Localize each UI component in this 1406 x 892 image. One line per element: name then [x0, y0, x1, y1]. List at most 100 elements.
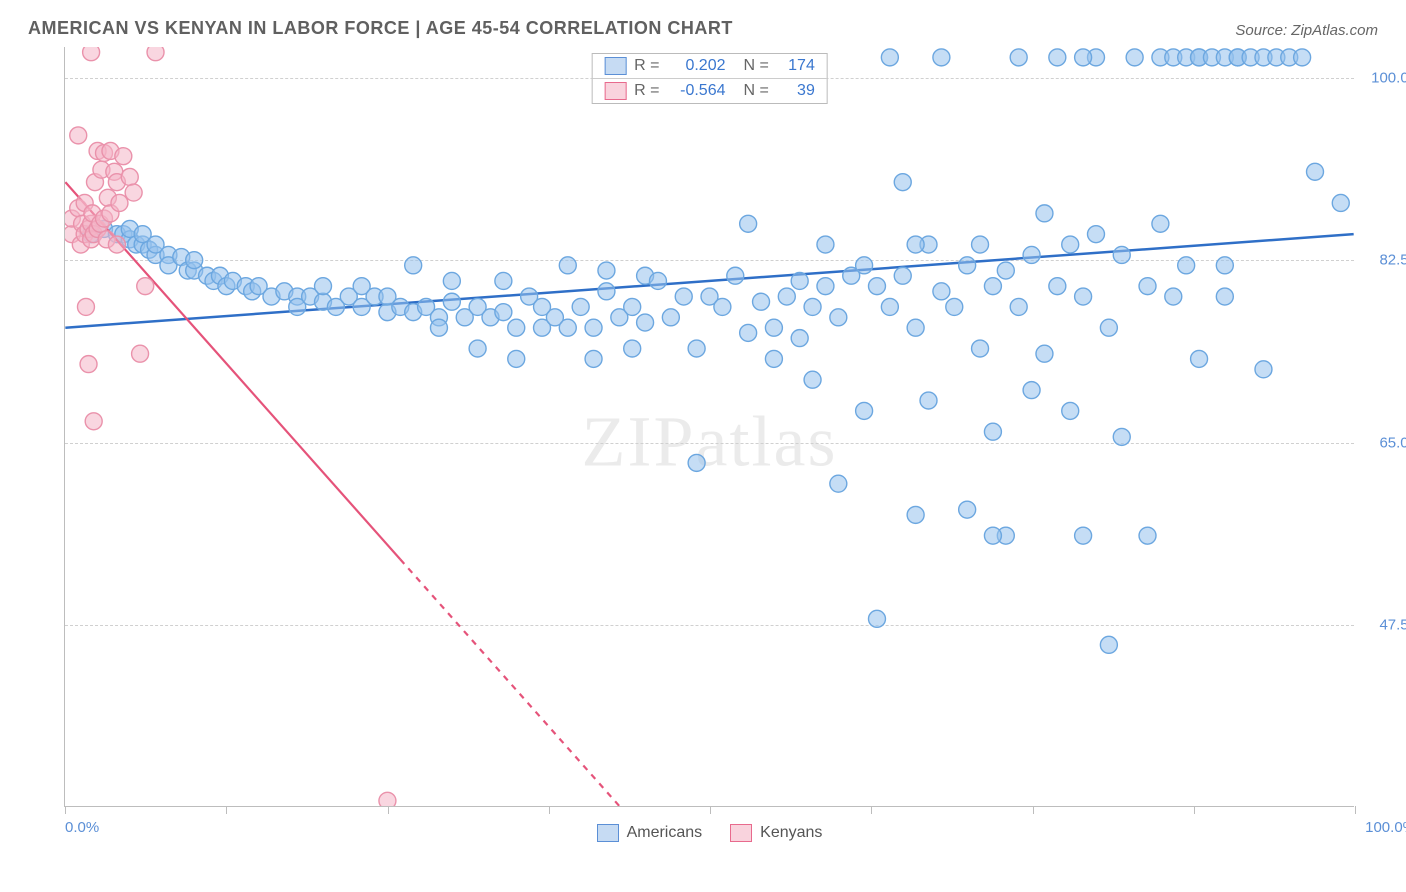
data-point[interactable] [894, 267, 911, 284]
data-point[interactable] [495, 272, 512, 289]
data-point[interactable] [1216, 288, 1233, 305]
data-point[interactable] [132, 345, 149, 362]
data-point[interactable] [791, 330, 808, 347]
data-point[interactable] [585, 319, 602, 336]
data-point[interactable] [1075, 288, 1092, 305]
data-point[interactable] [984, 423, 1001, 440]
data-point[interactable] [907, 319, 924, 336]
data-point[interactable] [997, 262, 1014, 279]
data-point[interactable] [907, 506, 924, 523]
data-point[interactable] [740, 215, 757, 232]
data-point[interactable] [727, 267, 744, 284]
data-point[interactable] [83, 47, 100, 61]
data-point[interactable] [1113, 428, 1130, 445]
data-point[interactable] [1062, 236, 1079, 253]
data-point[interactable] [598, 262, 615, 279]
data-point[interactable] [881, 49, 898, 66]
data-point[interactable] [108, 236, 125, 253]
data-point[interactable] [508, 319, 525, 336]
data-point[interactable] [740, 324, 757, 341]
data-point[interactable] [315, 278, 332, 295]
data-point[interactable] [933, 49, 950, 66]
data-point[interactable] [1036, 345, 1053, 362]
data-point[interactable] [443, 293, 460, 310]
data-point[interactable] [1088, 226, 1105, 243]
data-point[interactable] [1036, 205, 1053, 222]
data-point[interactable] [125, 184, 142, 201]
data-point[interactable] [559, 257, 576, 274]
data-point[interactable] [1049, 49, 1066, 66]
data-point[interactable] [443, 272, 460, 289]
data-point[interactable] [791, 272, 808, 289]
data-point[interactable] [1023, 382, 1040, 399]
data-point[interactable] [830, 309, 847, 326]
data-point[interactable] [121, 168, 138, 185]
data-point[interactable] [508, 350, 525, 367]
data-point[interactable] [649, 272, 666, 289]
data-point[interactable] [495, 304, 512, 321]
data-point[interactable] [856, 402, 873, 419]
data-point[interactable] [972, 236, 989, 253]
data-point[interactable] [1294, 49, 1311, 66]
data-point[interactable] [1023, 246, 1040, 263]
data-point[interactable] [1216, 257, 1233, 274]
data-point[interactable] [186, 252, 203, 269]
data-point[interactable] [1332, 194, 1349, 211]
data-point[interactable] [1075, 527, 1092, 544]
data-point[interactable] [624, 340, 641, 357]
data-point[interactable] [881, 298, 898, 315]
data-point[interactable] [1165, 288, 1182, 305]
data-point[interactable] [765, 319, 782, 336]
data-point[interactable] [907, 236, 924, 253]
data-point[interactable] [688, 340, 705, 357]
data-point[interactable] [959, 257, 976, 274]
data-point[interactable] [804, 298, 821, 315]
data-point[interactable] [1010, 298, 1027, 315]
data-point[interactable] [856, 257, 873, 274]
data-point[interactable] [1255, 361, 1272, 378]
data-point[interactable] [1049, 278, 1066, 295]
data-point[interactable] [972, 340, 989, 357]
data-point[interactable] [585, 350, 602, 367]
series-legend-item[interactable]: Kenyans [730, 824, 822, 842]
data-point[interactable] [80, 356, 97, 373]
data-point[interactable] [469, 340, 486, 357]
data-point[interactable] [804, 371, 821, 388]
data-point[interactable] [675, 288, 692, 305]
data-point[interactable] [624, 298, 641, 315]
data-point[interactable] [1191, 350, 1208, 367]
data-point[interactable] [137, 278, 154, 295]
data-point[interactable] [1139, 527, 1156, 544]
data-point[interactable] [662, 309, 679, 326]
data-point[interactable] [1126, 49, 1143, 66]
data-point[interactable] [637, 314, 654, 331]
data-point[interactable] [77, 298, 94, 315]
data-point[interactable] [817, 236, 834, 253]
data-point[interactable] [85, 413, 102, 430]
data-point[interactable] [1062, 402, 1079, 419]
data-point[interactable] [379, 792, 396, 806]
source-link[interactable]: ZipAtlas.com [1291, 22, 1378, 39]
data-point[interactable] [765, 350, 782, 367]
data-point[interactable] [984, 278, 1001, 295]
data-point[interactable] [1010, 49, 1027, 66]
data-point[interactable] [1178, 257, 1195, 274]
data-point[interactable] [946, 298, 963, 315]
data-point[interactable] [115, 148, 132, 165]
data-point[interactable] [598, 283, 615, 300]
data-point[interactable] [1100, 319, 1117, 336]
data-point[interactable] [1113, 246, 1130, 263]
data-point[interactable] [894, 174, 911, 191]
data-point[interactable] [959, 501, 976, 518]
data-point[interactable] [111, 194, 128, 211]
data-point[interactable] [778, 288, 795, 305]
data-point[interactable] [933, 283, 950, 300]
data-point[interactable] [868, 278, 885, 295]
data-point[interactable] [572, 298, 589, 315]
data-point[interactable] [753, 293, 770, 310]
data-point[interactable] [830, 475, 847, 492]
data-point[interactable] [1307, 163, 1324, 180]
data-point[interactable] [70, 127, 87, 144]
data-point[interactable] [147, 47, 164, 61]
data-point[interactable] [559, 319, 576, 336]
